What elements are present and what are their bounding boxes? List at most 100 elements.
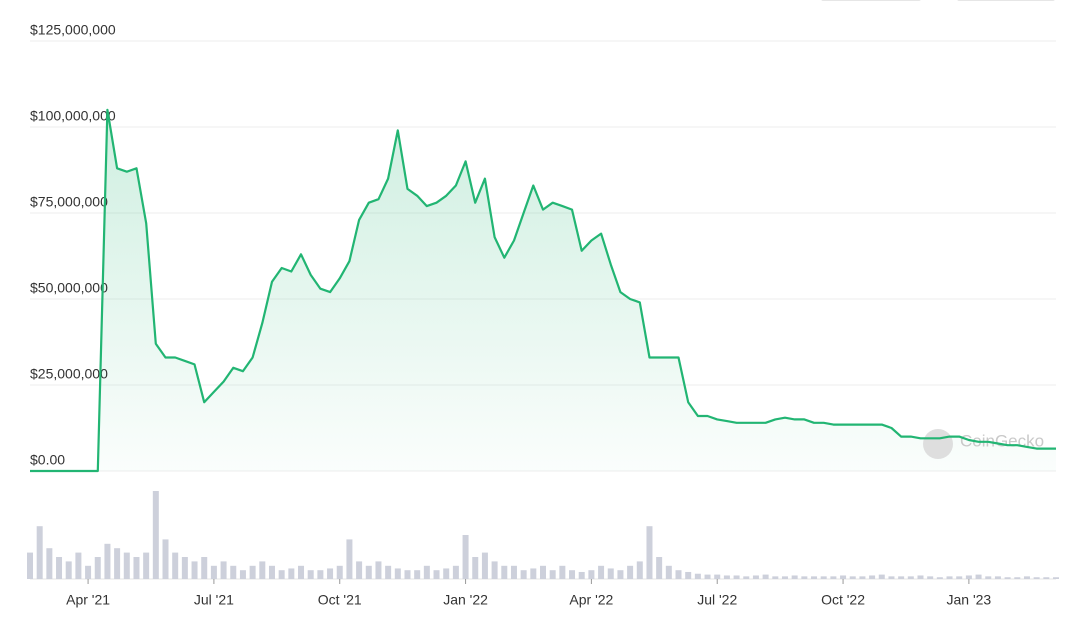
volume-bar [907,576,914,579]
volume-bar [56,557,63,579]
x-tick-label: Jan '22 [443,592,488,608]
volume-bar [249,565,256,579]
volume-bar [452,565,459,579]
volume-bar [375,561,382,579]
volume-bar [443,568,450,579]
volume-bar [268,565,275,579]
volume-bar [665,565,672,579]
volume-bar [259,561,266,579]
volume-bar [559,565,566,579]
x-tick-label: Jul '22 [697,592,737,608]
volume-bar [743,576,750,579]
y-tick-label: $125,000,000 [30,22,116,38]
area-fill [30,109,1056,472]
volume-bar [607,568,614,579]
volume-bar [1014,577,1021,579]
volume-bar [520,570,527,579]
volume-bar [162,539,169,579]
volume-bar [840,575,847,579]
volume-bar [859,576,866,579]
volume-bar [191,561,198,579]
volume-bar [288,568,295,579]
volume-bar [1043,577,1050,579]
volume-bar [1004,577,1011,579]
x-tick-label: Oct '21 [318,592,362,608]
volume-bar [733,575,740,579]
volume-bar [491,561,498,579]
volume-bar [239,570,246,579]
y-tick-label: $50,000,000 [30,280,108,296]
x-tick-label: Jul '21 [194,592,234,608]
volume-bar [307,570,314,579]
volume-bar [414,570,421,579]
volume-bar [385,565,392,579]
volume-bar [278,570,285,579]
volume-bar [346,539,353,579]
y-tick-label: $0.00 [30,452,65,468]
volume-bar [801,576,808,579]
volume-bar [917,575,924,579]
volume-bar [811,576,818,579]
volume-bar [762,574,769,579]
volume-bar [404,570,411,579]
volume-bar [791,575,798,579]
volume-bar [123,552,130,579]
line [30,108,1056,473]
volume-bar [327,568,334,579]
volume-bar [656,557,663,579]
volume-bar [75,552,82,579]
volume-bar [685,571,692,579]
x-tick-label: Apr '21 [66,592,110,608]
volume-bar [617,570,624,579]
watermark-logo [923,429,953,459]
volume-bar [530,568,537,579]
volume-bar [152,491,159,579]
volume-bar [27,552,33,579]
volume-bar [965,575,972,579]
volume-bar [820,576,827,579]
volume-bar [869,575,876,579]
volume-bar [181,557,188,579]
volume-bar [210,565,217,579]
volume-bar [201,557,208,579]
volume-bar [143,552,150,579]
volume-bar [781,576,788,579]
volume-bar [220,561,227,579]
volume-bar [356,561,363,579]
volume-bar [1053,577,1059,579]
volume-bar [849,576,856,579]
volume-bar [1033,577,1040,579]
volume-bar [94,557,101,579]
volume-bar [462,535,469,579]
volume-bar [588,570,595,579]
volume-bar [898,576,905,579]
volume-bar [985,576,992,579]
volume-bar [65,561,72,579]
y-tick-label: $25,000,000 [30,366,108,382]
volume-bar [994,576,1001,579]
volume-bar [1023,576,1030,579]
volume-bar [549,570,556,579]
volume-bar [472,557,479,579]
volume-bar [646,526,653,579]
volume-bar [540,565,546,579]
volume-bar [104,543,111,579]
y-tick-label: $100,000,000 [30,108,116,124]
volume-bar [510,565,517,579]
volume-bar [878,574,885,579]
volume-bar [956,576,963,579]
volume-bar [298,565,305,579]
x-tick-label: Oct '22 [821,592,865,608]
volume-bar [772,576,779,579]
x-tick-label: Apr '22 [569,592,613,608]
volume-bar [433,570,440,579]
volume-bar [85,565,92,579]
volume-bar [627,565,634,579]
volume-bar [830,576,837,579]
volume-bar [172,552,179,579]
volume-bar [481,552,488,579]
volume-bar [936,577,943,579]
volume-bar [946,576,953,579]
volume-bar [598,565,605,579]
